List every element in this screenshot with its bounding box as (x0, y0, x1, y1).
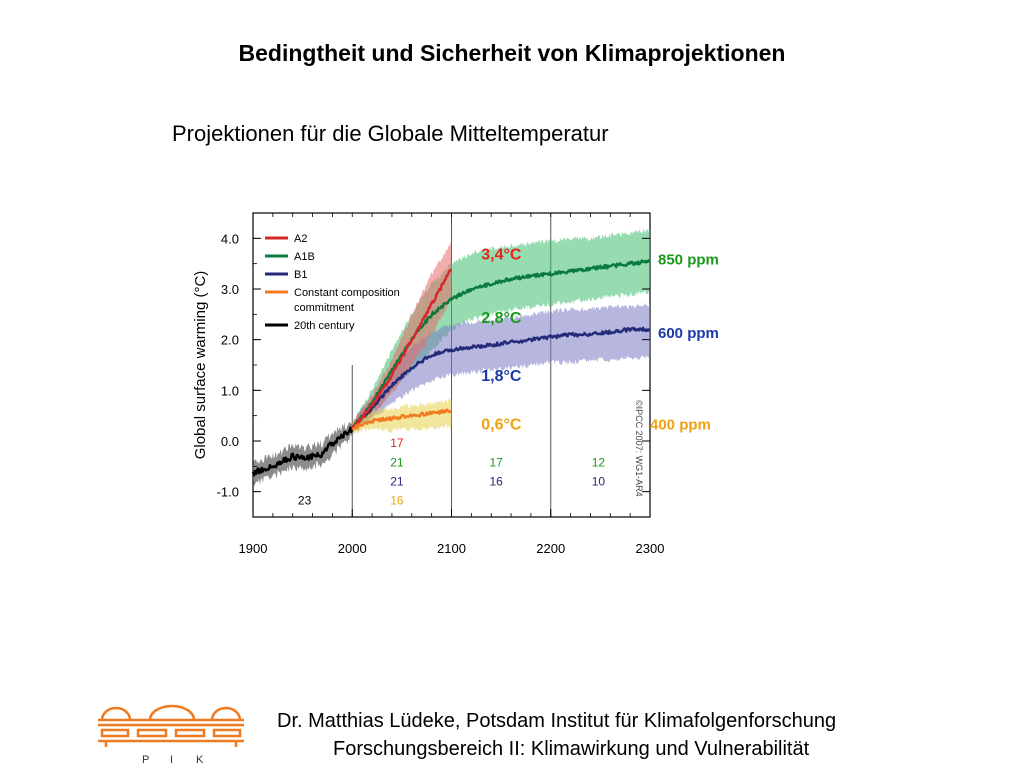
legend-label-century20: 20th century (294, 320, 355, 332)
y-tick-label-2: 2.0 (221, 333, 239, 348)
model-count-5: 17 (489, 455, 503, 469)
y-axis-label: Global surface warming (°C) (192, 271, 209, 460)
model-count-6: 16 (489, 475, 503, 489)
model-count-3: 21 (390, 475, 404, 489)
temperature-annotation-1: 2,8°C (481, 310, 522, 327)
x-tick-label-0: 1900 (239, 541, 268, 556)
legend-label2-constant: commitment (294, 302, 354, 314)
series-line-constant (351, 408, 453, 431)
logo-letter-i: I (170, 754, 173, 765)
uncertainty-band-a2 (352, 242, 452, 433)
uncertainty-band-a1b (352, 228, 650, 433)
legend-label-a2: A2 (294, 233, 307, 245)
model-count-0: 23 (298, 493, 312, 507)
logo-letter-k: K (196, 754, 204, 765)
x-tick-label-3: 2200 (536, 541, 565, 556)
series-line-a2 (351, 269, 452, 430)
series-line-century20 (251, 426, 354, 477)
model-count-4: 16 (390, 493, 404, 507)
model-count-8: 10 (592, 475, 606, 489)
slide-title: Bedingtheit und Sicherheit von Klimaproj… (238, 40, 786, 66)
model-count-2: 21 (390, 455, 404, 469)
temperature-annotation-0: 3,4°C (481, 247, 522, 264)
legend-label-a1b: A1B (294, 251, 315, 263)
x-tick-label-2: 2100 (437, 541, 466, 556)
ppm-label-1: 600 ppm (658, 325, 719, 342)
x-tick-label-1: 2000 (338, 541, 367, 556)
legend-label-constant: Constant composition (294, 287, 400, 299)
footer-department: Forschungsbereich II: Klimawirkung und V… (333, 738, 810, 760)
model-count-7: 12 (592, 455, 606, 469)
y-tick-label-1: 3.0 (221, 282, 239, 297)
series-line-a1b (351, 259, 652, 428)
footer-author: Dr. Matthias Lüdeke, Potsdam Institut fü… (277, 710, 837, 732)
logo-letter-p: P (142, 754, 151, 765)
ppm-label-2: 400 ppm (650, 416, 711, 433)
x-tick-label-4: 2300 (636, 541, 665, 556)
y-tick-label-5: -1.0 (217, 485, 239, 500)
uncertainty-band-century20 (253, 421, 353, 486)
model-count-1: 17 (390, 436, 404, 450)
y-tick-label-3: 1.0 (221, 383, 239, 398)
legend-label-b1: B1 (294, 269, 307, 281)
temperature-annotation-2: 1,8°C (481, 368, 522, 385)
y-tick-label-4: 0.0 (221, 434, 239, 449)
temperature-projection-chart: 4.0 3.0 2.0 1.0 0.0 -1.0 1900 2000 2100 2200 2300 G… (192, 212, 719, 556)
y-tick-label-0: 4.0 (221, 231, 239, 246)
credit-label: ©IPCC 2007: WG1-AR4 (634, 400, 644, 497)
ppm-label-0: 850 ppm (658, 252, 719, 269)
series-line-b1 (351, 326, 651, 430)
slide-subtitle: Projektionen für die Globale Mitteltempe… (172, 121, 609, 146)
temperature-annotation-3: 0,6°C (481, 416, 522, 433)
pik-logo: P I K (98, 704, 244, 765)
